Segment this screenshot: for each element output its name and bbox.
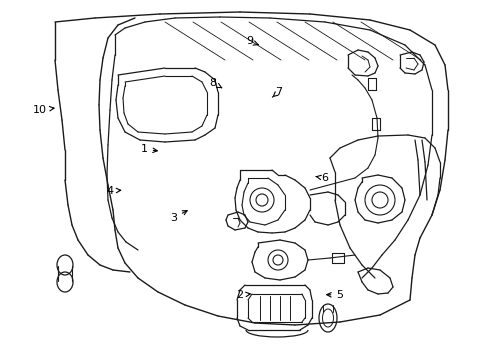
Text: 10: 10: [33, 105, 54, 115]
Text: 7: 7: [272, 87, 282, 97]
Text: 6: 6: [315, 173, 328, 183]
Text: 9: 9: [245, 36, 258, 46]
Text: 2: 2: [236, 290, 250, 300]
Text: 8: 8: [209, 78, 221, 88]
Text: 4: 4: [106, 186, 121, 196]
Text: 3: 3: [170, 211, 187, 223]
Text: 1: 1: [141, 144, 157, 154]
Text: 5: 5: [326, 290, 343, 300]
